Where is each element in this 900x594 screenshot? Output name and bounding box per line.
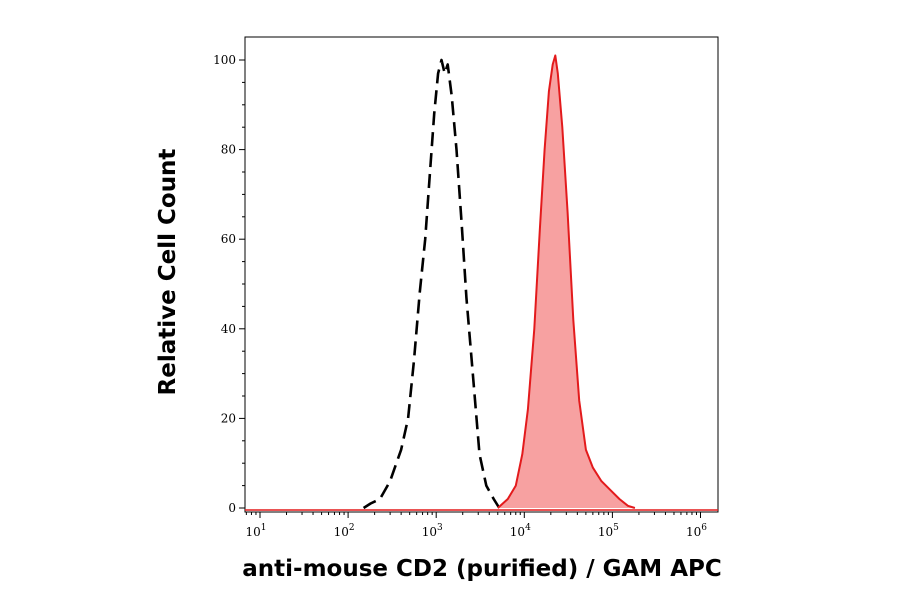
x-tick-base: 10	[422, 525, 437, 539]
plot-frame	[244, 36, 719, 513]
x-tick-exponent: 4	[525, 523, 531, 533]
x-tick-label: 103	[422, 523, 443, 539]
x-tick-exponent: 6	[701, 523, 707, 533]
x-tick-base: 10	[334, 525, 349, 539]
x-tick-exponent: 3	[437, 523, 443, 533]
y-axis-ticks: 0 20 40 60 80 100	[213, 53, 245, 515]
series-layer	[245, 54, 718, 511]
x-tick-exponent: 5	[613, 523, 619, 533]
x-axis-ticks: 101 102 103 104 105 106	[245, 512, 707, 539]
x-axis-title: anti-mouse CD2 (purified) / GAM APC	[242, 556, 721, 582]
series-1-fill	[497, 55, 635, 508]
x-tick-exponent: 2	[349, 523, 355, 533]
x-tick-label: 102	[334, 523, 355, 539]
x-tick-base: 10	[245, 525, 260, 539]
y-tick-label: 40	[221, 322, 236, 336]
y-tick-label: 100	[213, 53, 236, 67]
series-1-line	[497, 54, 636, 509]
x-tick-label: 104	[510, 523, 531, 539]
y-tick-label: 60	[221, 232, 236, 246]
x-tick-label: 101	[245, 523, 266, 539]
x-tick-base: 10	[510, 525, 525, 539]
y-tick-label: 20	[221, 411, 236, 425]
x-tick-base: 10	[598, 525, 613, 539]
x-tick-label: 106	[686, 523, 707, 539]
y-tick-label: 0	[228, 501, 236, 515]
x-tick-exponent: 1	[261, 523, 267, 533]
y-tick-label: 80	[221, 143, 236, 157]
y-axis-title: Relative Cell Count	[155, 149, 181, 396]
minor-ticks	[245, 512, 697, 515]
x-tick-label: 105	[598, 523, 619, 539]
x-tick-base: 10	[686, 525, 701, 539]
series-0-line	[362, 58, 501, 510]
